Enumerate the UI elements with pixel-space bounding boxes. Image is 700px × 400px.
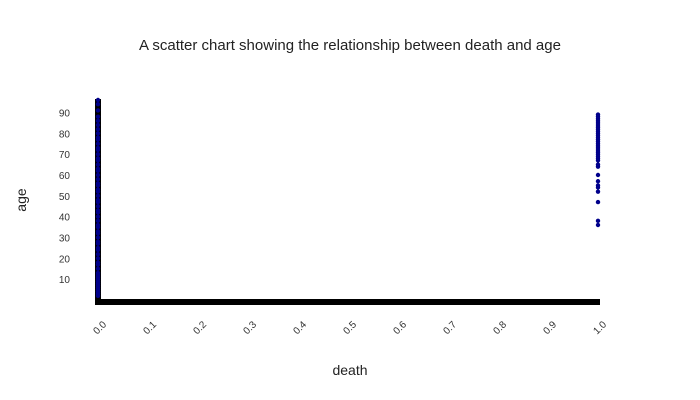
data-point — [95, 97, 101, 103]
axes — [95, 99, 600, 305]
x-tick-label: 0.9 — [541, 319, 559, 337]
data-point — [595, 199, 601, 205]
x-axis-label: death — [332, 362, 367, 378]
x-tick-label: 0.3 — [241, 319, 259, 337]
data-point — [595, 162, 601, 167]
data-point — [95, 208, 101, 213]
data-point — [95, 256, 101, 261]
data-point — [95, 204, 101, 209]
data-point — [95, 270, 101, 276]
x-tick-label: 0.4 — [291, 319, 309, 337]
y-tick-label: 20 — [59, 254, 71, 265]
data-point — [95, 101, 101, 107]
data-point — [95, 245, 101, 251]
data-point — [95, 118, 101, 124]
data-point — [95, 214, 101, 219]
y-tick-label: 30 — [59, 234, 71, 245]
y-tick-label: 50 — [59, 192, 71, 203]
data-point — [95, 151, 101, 157]
data-point — [95, 251, 101, 257]
data-point — [95, 141, 101, 146]
y-tick-label: 70 — [59, 150, 71, 161]
data-point — [95, 166, 101, 171]
x-tick-label: 0.2 — [191, 319, 209, 337]
x-tick-label: 0.5 — [341, 319, 359, 337]
data-point — [95, 172, 101, 178]
data-point — [95, 235, 101, 240]
y-tick-label: 40 — [59, 213, 71, 224]
data-point — [595, 218, 601, 224]
data-point — [95, 187, 101, 192]
data-point — [95, 145, 101, 151]
data-point — [95, 176, 101, 182]
data-point — [95, 156, 101, 161]
y-axis-label: age — [13, 188, 29, 212]
x-tick-label: 0.7 — [441, 319, 459, 337]
y-tick-label: 10 — [59, 275, 71, 286]
chart-title: A scatter chart showing the relationship… — [139, 37, 561, 54]
data-point — [95, 181, 101, 186]
data-point — [595, 189, 601, 194]
data-point — [95, 193, 101, 199]
data-point — [595, 112, 601, 117]
y-tick-label: 90 — [59, 109, 71, 120]
data-point — [95, 162, 101, 167]
data-point — [595, 183, 601, 188]
y-ticks: 10 20 30 40 50 60 70 80 90 — [59, 109, 71, 287]
data-point — [95, 222, 101, 228]
data-point — [95, 114, 101, 119]
data-point — [95, 197, 101, 203]
y-tick-label: 80 — [59, 129, 71, 140]
data-point — [95, 239, 101, 244]
x-tick-label: 1.0 — [591, 319, 609, 337]
data-point — [95, 122, 101, 128]
data-point — [95, 266, 101, 271]
data-point — [95, 126, 101, 132]
data-points — [95, 97, 601, 299]
data-point — [95, 108, 101, 113]
x-tick-label: 0.6 — [391, 319, 409, 337]
y-tick-label: 60 — [59, 171, 71, 182]
data-point — [595, 172, 601, 178]
data-point — [95, 229, 101, 234]
x-tick-label: 0.8 — [491, 319, 509, 337]
data-point — [95, 218, 101, 224]
x-ticks: 0.0 0.1 0.2 0.3 0.4 0.5 0.6 0.7 0.8 0.9 1.0 — [91, 319, 609, 337]
data-point — [95, 131, 101, 136]
data-point — [95, 260, 101, 265]
data-point — [595, 179, 601, 184]
x-tick-label: 0.1 — [141, 319, 159, 337]
x-tick-label: 0.0 — [91, 319, 109, 337]
data-point — [595, 222, 601, 228]
data-point — [95, 135, 101, 140]
